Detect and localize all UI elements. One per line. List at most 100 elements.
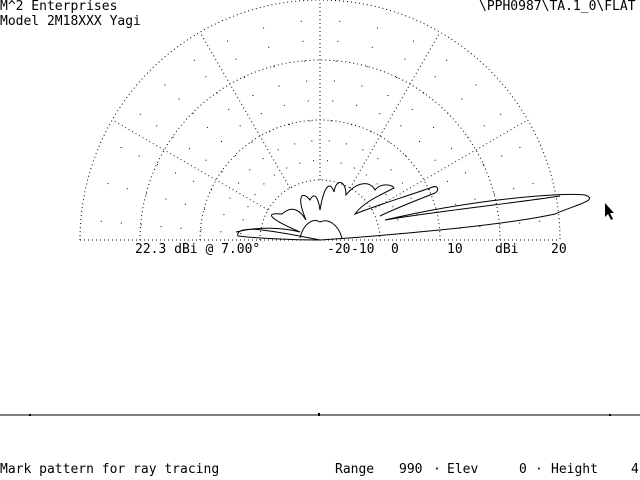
grid-dot [475, 84, 477, 86]
grid-dot [260, 113, 262, 115]
grid-dot [513, 188, 515, 190]
grid-dot [400, 125, 402, 127]
grid-dot [465, 172, 466, 174]
grid-dot [172, 136, 174, 138]
grid-dot [455, 203, 457, 205]
grid-dot [387, 95, 389, 96]
grid-ring [259, 179, 381, 241]
grid-dot [339, 20, 341, 22]
side-lobes [235, 182, 439, 233]
grid-dot [252, 95, 254, 96]
grid-dot [228, 108, 230, 110]
range-value[interactable]: 990 [399, 462, 423, 477]
grid-dot [376, 27, 378, 29]
grid-dot [340, 162, 342, 164]
grid-dot [156, 163, 158, 165]
elev-label: Elev [447, 462, 479, 477]
grid-dot [192, 112, 194, 114]
grid-dot [120, 147, 122, 148]
grid-spoke [371, 119, 529, 211]
grid-dot [385, 194, 387, 196]
back-lobe [237, 228, 321, 241]
grid-dot [100, 220, 102, 222]
grid-dot [479, 226, 481, 228]
grid-dot [205, 76, 207, 78]
grid-spoke [199, 31, 291, 189]
grid-dot [392, 206, 394, 208]
grid-dot [345, 143, 347, 145]
height-value[interactable]: 4 [631, 462, 639, 477]
grid-dot [211, 189, 213, 191]
grid-dot [263, 27, 265, 29]
range-line[interactable] [0, 405, 640, 425]
grid-dot [307, 100, 309, 102]
grid-dot [433, 126, 435, 128]
max-gain-readout: 22.3 dBi @ 7.00° [135, 242, 261, 257]
grid-dot [446, 59, 448, 61]
grid-dot [500, 113, 502, 115]
grid-dot [175, 172, 176, 174]
grid-dot [404, 155, 406, 157]
grid-dot [180, 227, 182, 229]
grid-dot [139, 113, 141, 115]
grid-dot [304, 60, 306, 62]
grid-dot [434, 76, 436, 78]
grid-spoke [111, 119, 269, 211]
grid-dot [333, 80, 335, 82]
scale-label-minus20: -20 [327, 242, 351, 257]
grid-dot [423, 92, 425, 94]
main-lobe [319, 193, 590, 241]
grid-dot [302, 40, 304, 42]
grid-dot [242, 219, 244, 221]
grid-dot [229, 197, 231, 199]
grid-dot [286, 167, 288, 169]
grid-dot [277, 149, 279, 151]
grid-dot [328, 140, 330, 142]
grid-dot [278, 85, 280, 87]
grid-dot [379, 113, 381, 115]
grid-dot [356, 104, 358, 106]
grid-dot [428, 189, 430, 191]
grid-dot [288, 124, 290, 126]
grid-dot [451, 148, 453, 150]
grid-dot [240, 233, 242, 234]
scale-label-dbi: dBi [495, 242, 519, 257]
grid-dot [283, 104, 285, 106]
grid-dot [200, 229, 202, 231]
grid-dot [306, 80, 308, 82]
grid-dot [313, 160, 314, 162]
grid-dot [483, 163, 485, 165]
grid-dot [377, 158, 379, 160]
grid-dot [446, 180, 448, 182]
grid-dot [193, 180, 195, 182]
grid-dot [221, 141, 222, 142]
grid-dot [156, 125, 158, 127]
grid-spoke [349, 31, 441, 189]
grid-dot [220, 231, 222, 233]
grid-dot [193, 59, 195, 61]
antenna-model: Model 2M18XXX Yagi [0, 14, 141, 29]
grid-dot [539, 220, 541, 222]
grid-dot [188, 148, 190, 150]
grid-dot [251, 141, 253, 143]
grid-dot [397, 219, 399, 221]
grid-dot [411, 108, 413, 110]
grid-dot [300, 20, 302, 22]
grid-dot [178, 98, 180, 100]
mouse-pointer-icon [605, 203, 614, 220]
grid-dot [327, 160, 328, 162]
grid-dot [269, 131, 271, 133]
elev-value[interactable]: 0 [519, 462, 527, 477]
grid-dot [461, 98, 463, 100]
grid-dot [160, 226, 162, 228]
grid-dot [396, 76, 398, 78]
grid-dot [205, 159, 207, 161]
grid-dot [309, 120, 311, 122]
grid-dot [235, 58, 237, 60]
grid-dot [294, 143, 296, 145]
grid-dot [365, 174, 367, 176]
grid-dot [273, 66, 275, 68]
grid-dot [501, 155, 503, 157]
grid-dot [330, 120, 332, 122]
